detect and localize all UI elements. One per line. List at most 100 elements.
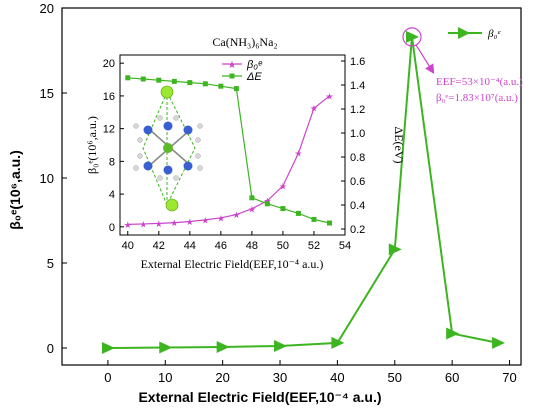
inset-left-y-tick-label: 20 — [103, 58, 115, 70]
inset-right-y-tick-label: 1.2 — [350, 104, 365, 116]
peak-annotation-arrow — [415, 44, 435, 75]
inset-x-tick-label: 42 — [153, 240, 165, 252]
inset-left-y-tick-label: 4 — [109, 189, 115, 201]
inset-x-tick-label: 52 — [308, 240, 320, 252]
inset-right-y-tick-label: 0.2 — [350, 224, 365, 236]
molecule-atom-n-2 — [183, 125, 193, 135]
inset-legend: ★ β₀ᵉ ΔE — [222, 59, 263, 83]
main-legend-marker — [458, 27, 470, 39]
inset-data-point-beta: ★ — [325, 91, 333, 101]
inset-legend-label-beta: β₀ᵉ — [246, 59, 263, 71]
main-data-point — [274, 339, 288, 352]
peak-annotation-line2: β₀ᵉ=1.83×10⁷(a.u.) — [436, 92, 518, 104]
inset-x-axis-title: External Electric Field(EEF,10⁻⁴ a.u.) — [141, 257, 324, 271]
main-series — [101, 30, 506, 354]
peak-annotation-line1: EEF=53×10⁻⁴(a.u.) — [436, 76, 523, 88]
inset-data-point-delta — [218, 83, 224, 89]
molecule-atom-h-10 — [173, 115, 179, 121]
main-y-axis-title: β₀ᵉ(10⁶,a.u.) — [7, 150, 23, 229]
inset-data-point-beta: ★ — [310, 104, 318, 114]
inset-data-point-delta — [140, 76, 146, 82]
main-x-tick-label: 10 — [158, 370, 172, 385]
main-y-tick-label: 10 — [40, 171, 54, 186]
inset-data-point-beta: ★ — [232, 210, 240, 220]
inset-right-y-tick-label: 1.6 — [350, 56, 365, 68]
inset-legend-marker-delta — [229, 73, 235, 79]
main-plot-frame — [61, 7, 522, 366]
main-x-tick-label: 70 — [502, 370, 516, 385]
inset-data-point-beta: ★ — [124, 220, 132, 230]
molecule-atom-n-6 — [163, 165, 173, 175]
molecule-atom-n-5 — [163, 121, 173, 131]
main-y-tick-label: 0 — [47, 341, 54, 356]
inset-data-point-delta — [125, 75, 131, 81]
main-data-point — [159, 341, 173, 354]
molecule-structure-illustration — [133, 85, 203, 212]
inset-series-line-beta — [127, 95, 330, 225]
inset-series: ★ ★ ★ ★ ★ ★ ★ ★ ★ ★ ★ ★ ★ ★ — [124, 75, 334, 230]
inset-x-tick-label: 54 — [339, 240, 351, 252]
main-x-tick-label: 40 — [330, 370, 344, 385]
molecule-atom-h-2 — [137, 137, 143, 143]
molecule-atom-n-1 — [143, 125, 153, 135]
main-y-tick-label: 20 — [40, 1, 54, 16]
main-x-tick-label: 30 — [273, 370, 287, 385]
inset-data-point-beta: ★ — [155, 219, 163, 229]
molecule-atom-n-4 — [183, 161, 193, 171]
molecule-atom-na-bottom — [165, 198, 179, 212]
molecule-atom-na-top — [160, 85, 174, 99]
main-data-point — [492, 336, 506, 349]
molecule-atom-h-4 — [195, 137, 201, 143]
inset-legend-label-delta: ΔE — [246, 71, 262, 83]
molecule-atom-h-7 — [197, 165, 203, 171]
inset-data-point-delta — [326, 220, 332, 226]
inset-right-y-tick-label: 0.4 — [350, 200, 365, 212]
main-x-tick-label: 20 — [215, 370, 229, 385]
inset-data-point-beta: ★ — [186, 217, 194, 227]
peak-annotation: EEF=53×10⁻⁴(a.u.) β₀ᵉ=1.83×10⁷(a.u.) — [402, 27, 523, 104]
inset-right-y-axis-title: ΔE(eV) — [392, 126, 406, 163]
main-x-tick-label: 0 — [104, 370, 111, 385]
main-legend: β₀ᵉ — [448, 27, 501, 40]
inset-data-point-beta: ★ — [170, 218, 178, 228]
molecule-atom-n-3 — [143, 161, 153, 171]
main-data-point — [405, 30, 419, 43]
peak-highlight-circle — [402, 27, 422, 47]
inset-data-point-delta — [233, 86, 239, 92]
inset-data-point-delta — [249, 195, 255, 201]
inset-x-tick-label: 48 — [246, 240, 258, 252]
inset-left-y-tick-label: 12 — [103, 124, 115, 136]
inset-data-point-beta: ★ — [217, 213, 225, 223]
inset-title: Ca(NH₃)₆Na₂ — [212, 35, 277, 49]
inset-ticks: 40 42 44 46 48 50 52 540481216200.20.40.60.81.0… — [103, 56, 366, 252]
molecule-atom-h-3 — [197, 123, 203, 129]
inset-right-y-tick-label: 1.4 — [350, 80, 365, 92]
main-data-point — [331, 336, 345, 349]
main-y-tick-label: 15 — [40, 86, 54, 101]
molecule-atom-h-5 — [133, 165, 139, 171]
main-data-point — [101, 342, 115, 354]
molecule-atom-h-11 — [157, 175, 163, 181]
molecule-atom-ca — [163, 143, 173, 153]
inset-series-line-delta — [127, 77, 330, 224]
inset-data-point-delta — [311, 216, 317, 222]
inset-data-point-delta — [264, 201, 270, 207]
inset-chart: 40 42 44 46 48 50 52 540481216200.20.40.60.81.0… — [85, 35, 406, 271]
molecule-atom-h-6 — [137, 153, 143, 159]
inset-x-tick-label: 46 — [215, 240, 227, 252]
inset-x-tick-label: 44 — [184, 240, 196, 252]
molecule-atom-h-9 — [157, 115, 163, 121]
inset-left-y-tick-label: 8 — [109, 156, 115, 168]
inset-x-tick-label: 40 — [122, 240, 134, 252]
main-data-point — [216, 340, 230, 353]
molecule-atom-h-8 — [195, 153, 201, 159]
main-x-axis-title: External Electric Field(EEF,10⁻⁴ a.u.) — [138, 389, 381, 405]
inset-x-tick-label: 50 — [277, 240, 289, 252]
inset-data-point-delta — [156, 77, 162, 83]
inset-data-point-beta: ★ — [248, 204, 256, 214]
main-x-tick-label: 60 — [445, 370, 459, 385]
main-data-point — [446, 327, 460, 340]
main-x-tick-label: 50 — [388, 370, 402, 385]
